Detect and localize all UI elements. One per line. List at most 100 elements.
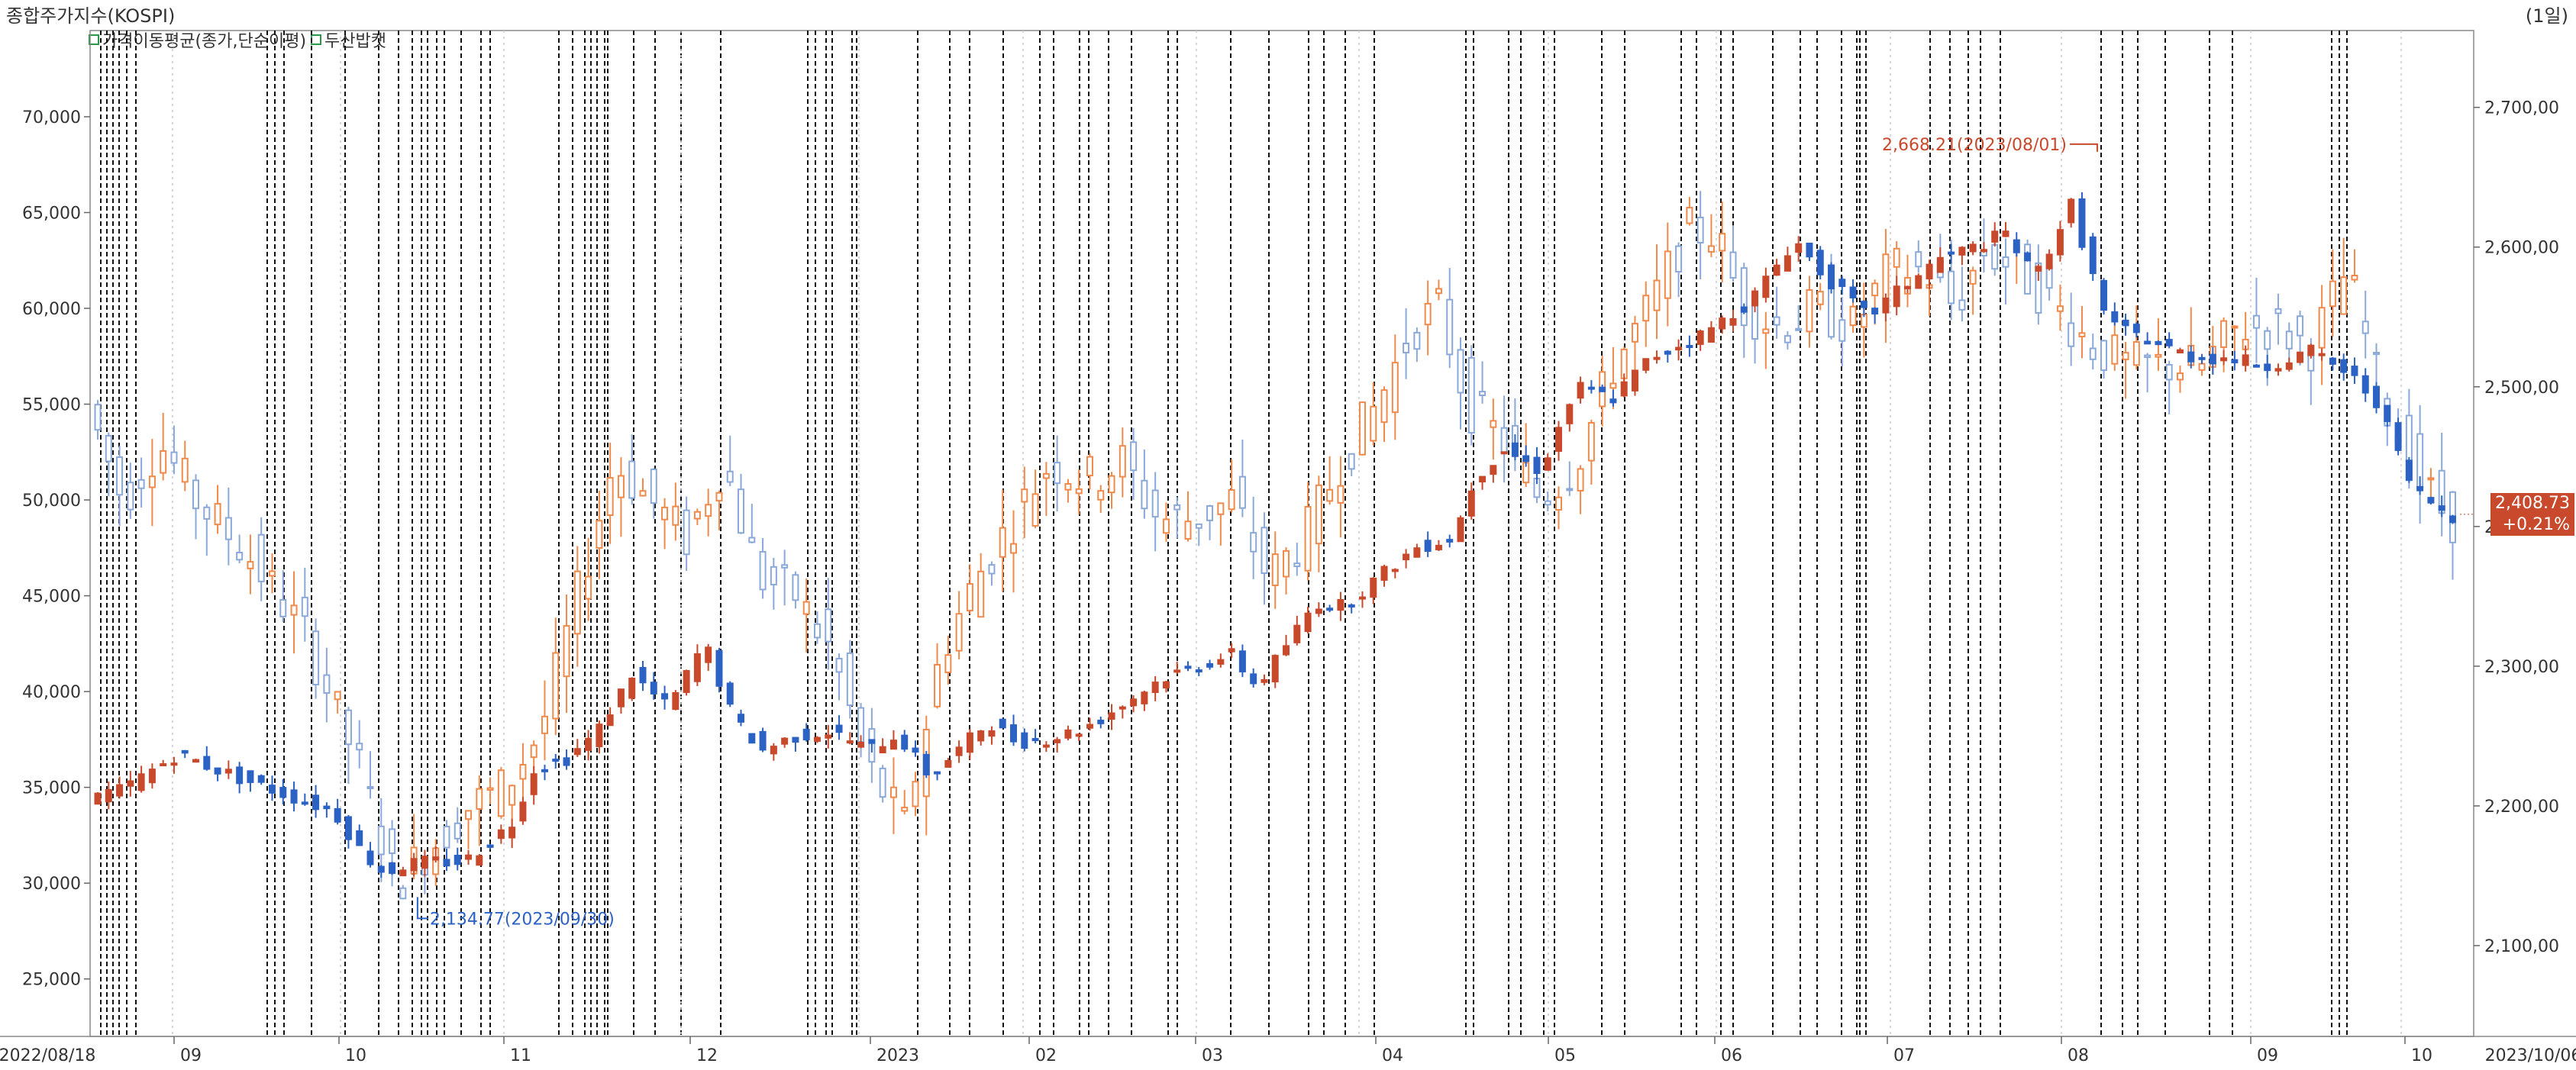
x-tick-label: 05 bbox=[1554, 1046, 1576, 1065]
kospi-candle bbox=[181, 749, 189, 754]
kospi-candle bbox=[857, 742, 865, 748]
kospi-candle bbox=[966, 732, 973, 753]
kospi-candle bbox=[312, 794, 320, 811]
overlay-candle bbox=[2427, 477, 2435, 481]
overlay-candle bbox=[1467, 356, 1475, 434]
overlay-candle bbox=[2176, 372, 2184, 381]
overlay-candle bbox=[465, 810, 473, 820]
overlay-candle bbox=[770, 566, 777, 586]
x-tick-label: 10 bbox=[345, 1046, 366, 1065]
right-tick-label: 2,100,00 bbox=[2484, 937, 2559, 956]
left-tick-label: 70,000 bbox=[22, 108, 81, 127]
kospi-candle bbox=[2297, 351, 2304, 363]
kospi-candle bbox=[2187, 351, 2195, 363]
kospi-candle bbox=[639, 667, 647, 684]
left-tick-label: 50,000 bbox=[22, 491, 81, 511]
kospi-candle bbox=[1642, 358, 1650, 371]
overlay-candle bbox=[1991, 243, 1999, 270]
overlay-candle bbox=[1162, 518, 1170, 534]
kospi-candle bbox=[792, 736, 799, 743]
overlay-candle bbox=[170, 451, 178, 464]
max-marker bbox=[2069, 143, 2098, 152]
overlay-candle bbox=[356, 743, 363, 751]
overlay-candle bbox=[934, 664, 941, 707]
kospi-candle bbox=[2384, 404, 2391, 422]
overlay-candle bbox=[1948, 270, 1955, 305]
overlay-candle bbox=[2155, 353, 2162, 358]
overlay-candle bbox=[1358, 401, 1366, 456]
overlay-candle bbox=[715, 491, 723, 502]
right-tick-label: 2,600,00 bbox=[2484, 239, 2559, 258]
overlay-candle bbox=[1795, 327, 1803, 331]
kospi-candle bbox=[541, 769, 548, 772]
overlay-candle bbox=[1707, 245, 1715, 253]
overlay-candle bbox=[399, 887, 407, 900]
overlay-candle bbox=[825, 608, 832, 643]
overlay-candle bbox=[1348, 453, 1355, 470]
kospi-candle bbox=[203, 756, 211, 770]
overlay-candle bbox=[1326, 488, 1334, 502]
x-tick-label: 02 bbox=[1035, 1046, 1057, 1065]
x-tick-label: 10 bbox=[2411, 1046, 2432, 1065]
overlay-candle bbox=[290, 604, 298, 616]
overlay-candle bbox=[813, 623, 821, 639]
x-tick-label: 09 bbox=[2257, 1046, 2278, 1065]
left-tick-label: 65,000 bbox=[22, 204, 81, 223]
overlay-candle bbox=[257, 533, 265, 582]
kospi-candle bbox=[781, 737, 789, 745]
kospi-candle bbox=[1206, 662, 1214, 668]
overlay-candle bbox=[1555, 496, 1563, 511]
kospi-candle bbox=[127, 780, 134, 787]
kospi-candle bbox=[1740, 306, 1748, 313]
checkbox-icon[interactable] bbox=[89, 34, 99, 45]
kospi-candle bbox=[1948, 251, 1955, 255]
legend-item-overlay[interactable]: 두산밥캣 bbox=[311, 27, 386, 52]
overlay-candle bbox=[2165, 363, 2173, 381]
kospi-candle bbox=[170, 762, 178, 766]
kospi-candle bbox=[2165, 339, 2173, 346]
overlay-candle bbox=[955, 613, 963, 652]
overlay-candle bbox=[683, 509, 690, 556]
kospi-candle bbox=[476, 855, 483, 866]
kospi-candle bbox=[726, 682, 734, 705]
left-tick-label: 25,000 bbox=[22, 971, 81, 990]
kospi-candle bbox=[846, 740, 854, 744]
kospi-candle bbox=[770, 746, 777, 755]
kospi-candle bbox=[661, 693, 669, 700]
overlay-candle bbox=[2111, 334, 2119, 365]
kospi-candle bbox=[2111, 311, 2119, 323]
overlay-candle bbox=[1609, 382, 1617, 389]
overlay-candle bbox=[2373, 352, 2381, 356]
x-tick-label: 2022/08/18 bbox=[0, 1046, 95, 1065]
kospi-candle bbox=[2329, 357, 2336, 365]
kospi-candle bbox=[1348, 604, 1355, 608]
overlay-candle bbox=[1228, 488, 1235, 511]
overlay-candle bbox=[1729, 251, 1737, 279]
kospi-candle bbox=[2231, 359, 2239, 364]
overlay-candle bbox=[912, 781, 919, 807]
kospi-candle bbox=[813, 736, 821, 742]
kospi-candle bbox=[1261, 678, 1268, 683]
overlay-candle bbox=[1250, 532, 1257, 553]
overlay-candle bbox=[2297, 315, 2304, 337]
kospi-candle bbox=[2438, 505, 2445, 511]
left-tick-label: 45,000 bbox=[22, 588, 81, 607]
period-label[interactable]: (1일) bbox=[2525, 5, 2568, 27]
overlay-candle bbox=[105, 434, 112, 462]
kospi-candle bbox=[2056, 229, 2064, 256]
kospi-candle bbox=[486, 844, 494, 848]
overlay-candle bbox=[1195, 523, 1202, 529]
kospi-candle bbox=[1380, 566, 1388, 581]
overlay-candle bbox=[2361, 321, 2369, 334]
kospi-candle bbox=[432, 856, 440, 861]
kospi-candle bbox=[301, 801, 308, 805]
kospi-candle bbox=[1609, 398, 1617, 404]
kospi-candle bbox=[2132, 324, 2140, 334]
overlay-candle bbox=[116, 456, 124, 496]
kospi-candle bbox=[2122, 319, 2129, 327]
kospi-candle bbox=[268, 785, 276, 794]
left-tick-label: 60,000 bbox=[22, 300, 81, 319]
kospi-candle bbox=[628, 678, 636, 699]
kospi-candle bbox=[1337, 598, 1344, 611]
